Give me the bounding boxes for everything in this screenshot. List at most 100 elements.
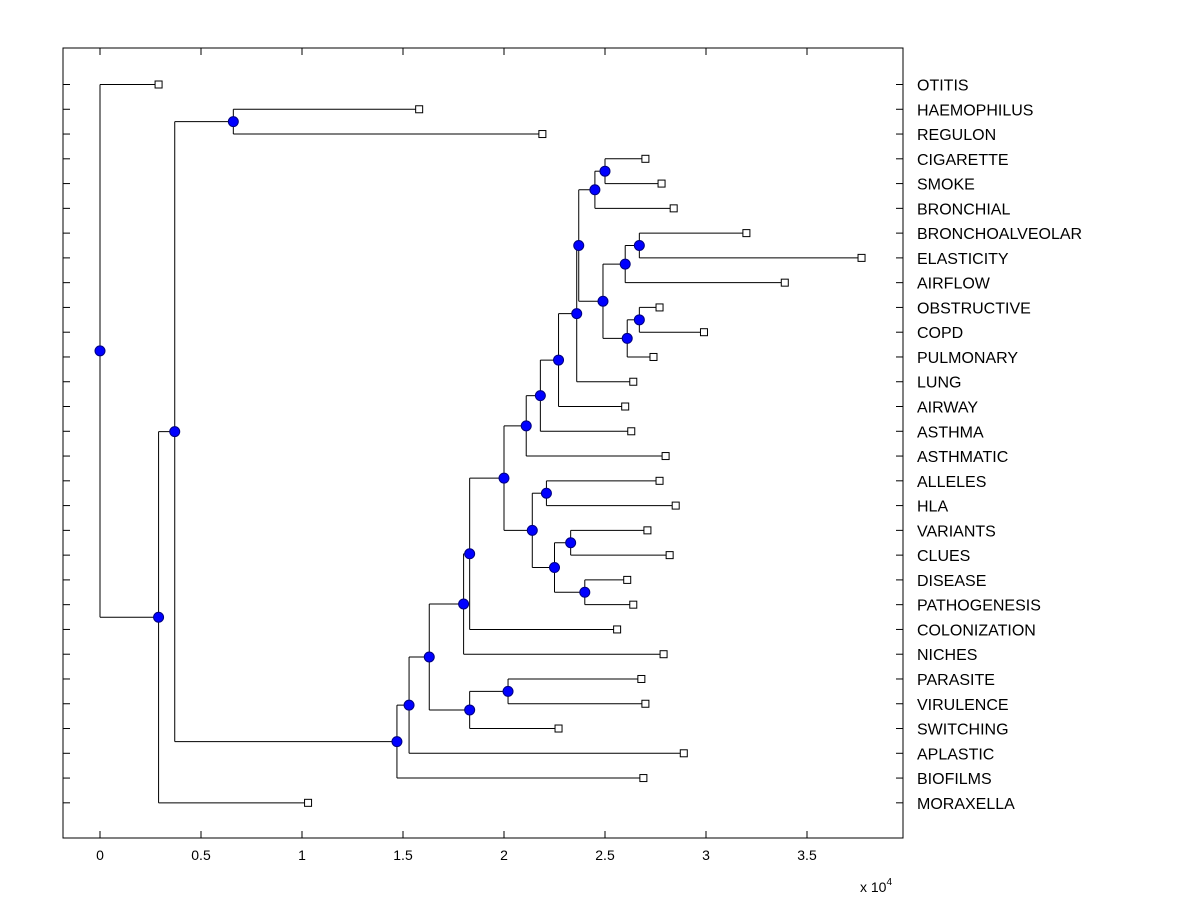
leaf-marker bbox=[639, 774, 648, 783]
leaf-label: HAEMOPHILUS bbox=[917, 102, 1033, 119]
x-tick-label: 2.5 bbox=[595, 847, 615, 863]
leaf-label: ASTHMATIC bbox=[917, 449, 1008, 466]
leaf-marker bbox=[629, 600, 638, 609]
node-marker bbox=[619, 258, 631, 270]
node-marker bbox=[589, 184, 601, 196]
leaf-label: PATHOGENESIS bbox=[917, 598, 1041, 615]
leaf-marker bbox=[154, 80, 163, 89]
leaf-marker bbox=[657, 179, 666, 188]
leaf-label: PARASITE bbox=[917, 672, 995, 689]
leaf-label: APLASTIC bbox=[917, 746, 994, 763]
leaf-marker bbox=[629, 377, 638, 386]
node-markers bbox=[94, 116, 645, 748]
leaf-label: PULMONARY bbox=[917, 350, 1018, 367]
leaf-label: CIGARETTE bbox=[917, 152, 1009, 169]
leaf-label: NICHES bbox=[917, 647, 977, 664]
leaf-marker bbox=[627, 427, 636, 436]
leaf-marker bbox=[671, 501, 680, 510]
node-marker bbox=[633, 240, 645, 252]
leaf-marker bbox=[665, 551, 674, 560]
x-tick-label: 1 bbox=[298, 847, 306, 863]
x-tick-label: 3.5 bbox=[797, 847, 817, 863]
leaf-marker bbox=[613, 625, 622, 634]
node-marker bbox=[597, 295, 609, 307]
node-marker bbox=[599, 165, 611, 177]
leaf-label: BRONCHOALVEOLAR bbox=[917, 226, 1082, 243]
y-tick-marks bbox=[63, 84, 903, 804]
leaf-label: DISEASE bbox=[917, 573, 986, 590]
branches bbox=[99, 84, 862, 804]
leaf-label: ELASTICITY bbox=[917, 251, 1009, 268]
leaf-label: AIRFLOW bbox=[917, 276, 991, 293]
node-marker bbox=[227, 116, 239, 128]
leaf-marker bbox=[857, 253, 866, 262]
x-tick-label: 1.5 bbox=[393, 847, 413, 863]
x-tick-label: 0.5 bbox=[191, 847, 211, 863]
axes-box bbox=[62, 47, 904, 839]
leaf-marker bbox=[643, 526, 652, 535]
leaf-marker bbox=[621, 402, 630, 411]
leaf-label: CLUES bbox=[917, 548, 970, 565]
leaf-label: VARIANTS bbox=[917, 523, 996, 540]
leaf-label: BIOFILMS bbox=[917, 771, 992, 788]
x-tick-label: 0 bbox=[96, 847, 104, 863]
leaf-label: SWITCHING bbox=[917, 722, 1009, 739]
node-marker bbox=[502, 685, 514, 697]
node-marker bbox=[571, 308, 583, 320]
leaf-marker bbox=[554, 724, 563, 733]
node-marker bbox=[534, 390, 546, 402]
node-marker bbox=[464, 704, 476, 716]
leaf-marker bbox=[538, 130, 547, 139]
leaf-marker bbox=[304, 798, 313, 807]
node-marker bbox=[520, 420, 532, 432]
leaf-label: REGULON bbox=[917, 127, 996, 144]
leaf-label: VIRULENCE bbox=[917, 697, 1009, 714]
x-axis: 0 0.5 1 1.5 2 2.5 3 3.5 bbox=[96, 48, 817, 863]
leaf-label: AIRWAY bbox=[917, 400, 978, 417]
node-marker bbox=[458, 598, 470, 610]
leaf-label: COPD bbox=[917, 325, 963, 342]
leaf-marker bbox=[679, 749, 688, 758]
leaf-marker bbox=[641, 699, 650, 708]
leaf-marker bbox=[742, 229, 751, 238]
leaf-marker bbox=[669, 204, 678, 213]
node-marker bbox=[621, 332, 633, 344]
node-marker bbox=[526, 524, 538, 536]
node-marker bbox=[169, 426, 181, 438]
leaf-marker bbox=[623, 575, 632, 584]
leaf-label: ASTHMA bbox=[917, 424, 984, 441]
node-marker bbox=[391, 736, 403, 748]
leaf-label: OBSTRUCTIVE bbox=[917, 300, 1031, 317]
leaf-label: HLA bbox=[917, 499, 948, 516]
leaf-marker bbox=[655, 303, 664, 312]
node-marker bbox=[633, 314, 645, 326]
leaf-label: MORAXELLA bbox=[917, 796, 1015, 813]
leaf-marker bbox=[415, 105, 424, 114]
leaf-label: ALLELES bbox=[917, 474, 986, 491]
leaf-marker bbox=[649, 352, 658, 361]
node-marker bbox=[94, 345, 106, 357]
node-marker bbox=[153, 611, 165, 623]
node-marker bbox=[553, 354, 565, 366]
node-marker bbox=[579, 586, 591, 598]
leaf-label: BRONCHIAL bbox=[917, 201, 1010, 218]
node-marker bbox=[549, 562, 560, 574]
leaf-marker bbox=[699, 328, 708, 337]
node-marker bbox=[573, 240, 585, 252]
leaf-markers bbox=[154, 80, 866, 807]
leaf-marker bbox=[661, 452, 670, 461]
node-marker bbox=[464, 548, 476, 560]
node-marker bbox=[498, 472, 510, 484]
leaf-label: COLONIZATION bbox=[917, 622, 1036, 639]
leaf-marker bbox=[641, 154, 650, 163]
leaf-marker bbox=[780, 278, 789, 287]
x-scale-label: x 104 bbox=[860, 877, 892, 895]
node-marker bbox=[423, 651, 435, 663]
leaf-marker bbox=[637, 674, 646, 683]
node-marker bbox=[403, 699, 415, 711]
node-marker bbox=[540, 487, 552, 499]
leaf-labels: OTITIS HAEMOPHILUS REGULON CIGARETTE SMOKE BR… bbox=[917, 78, 1082, 813]
node-marker bbox=[565, 537, 577, 549]
x-tick-label: 2 bbox=[500, 847, 508, 863]
